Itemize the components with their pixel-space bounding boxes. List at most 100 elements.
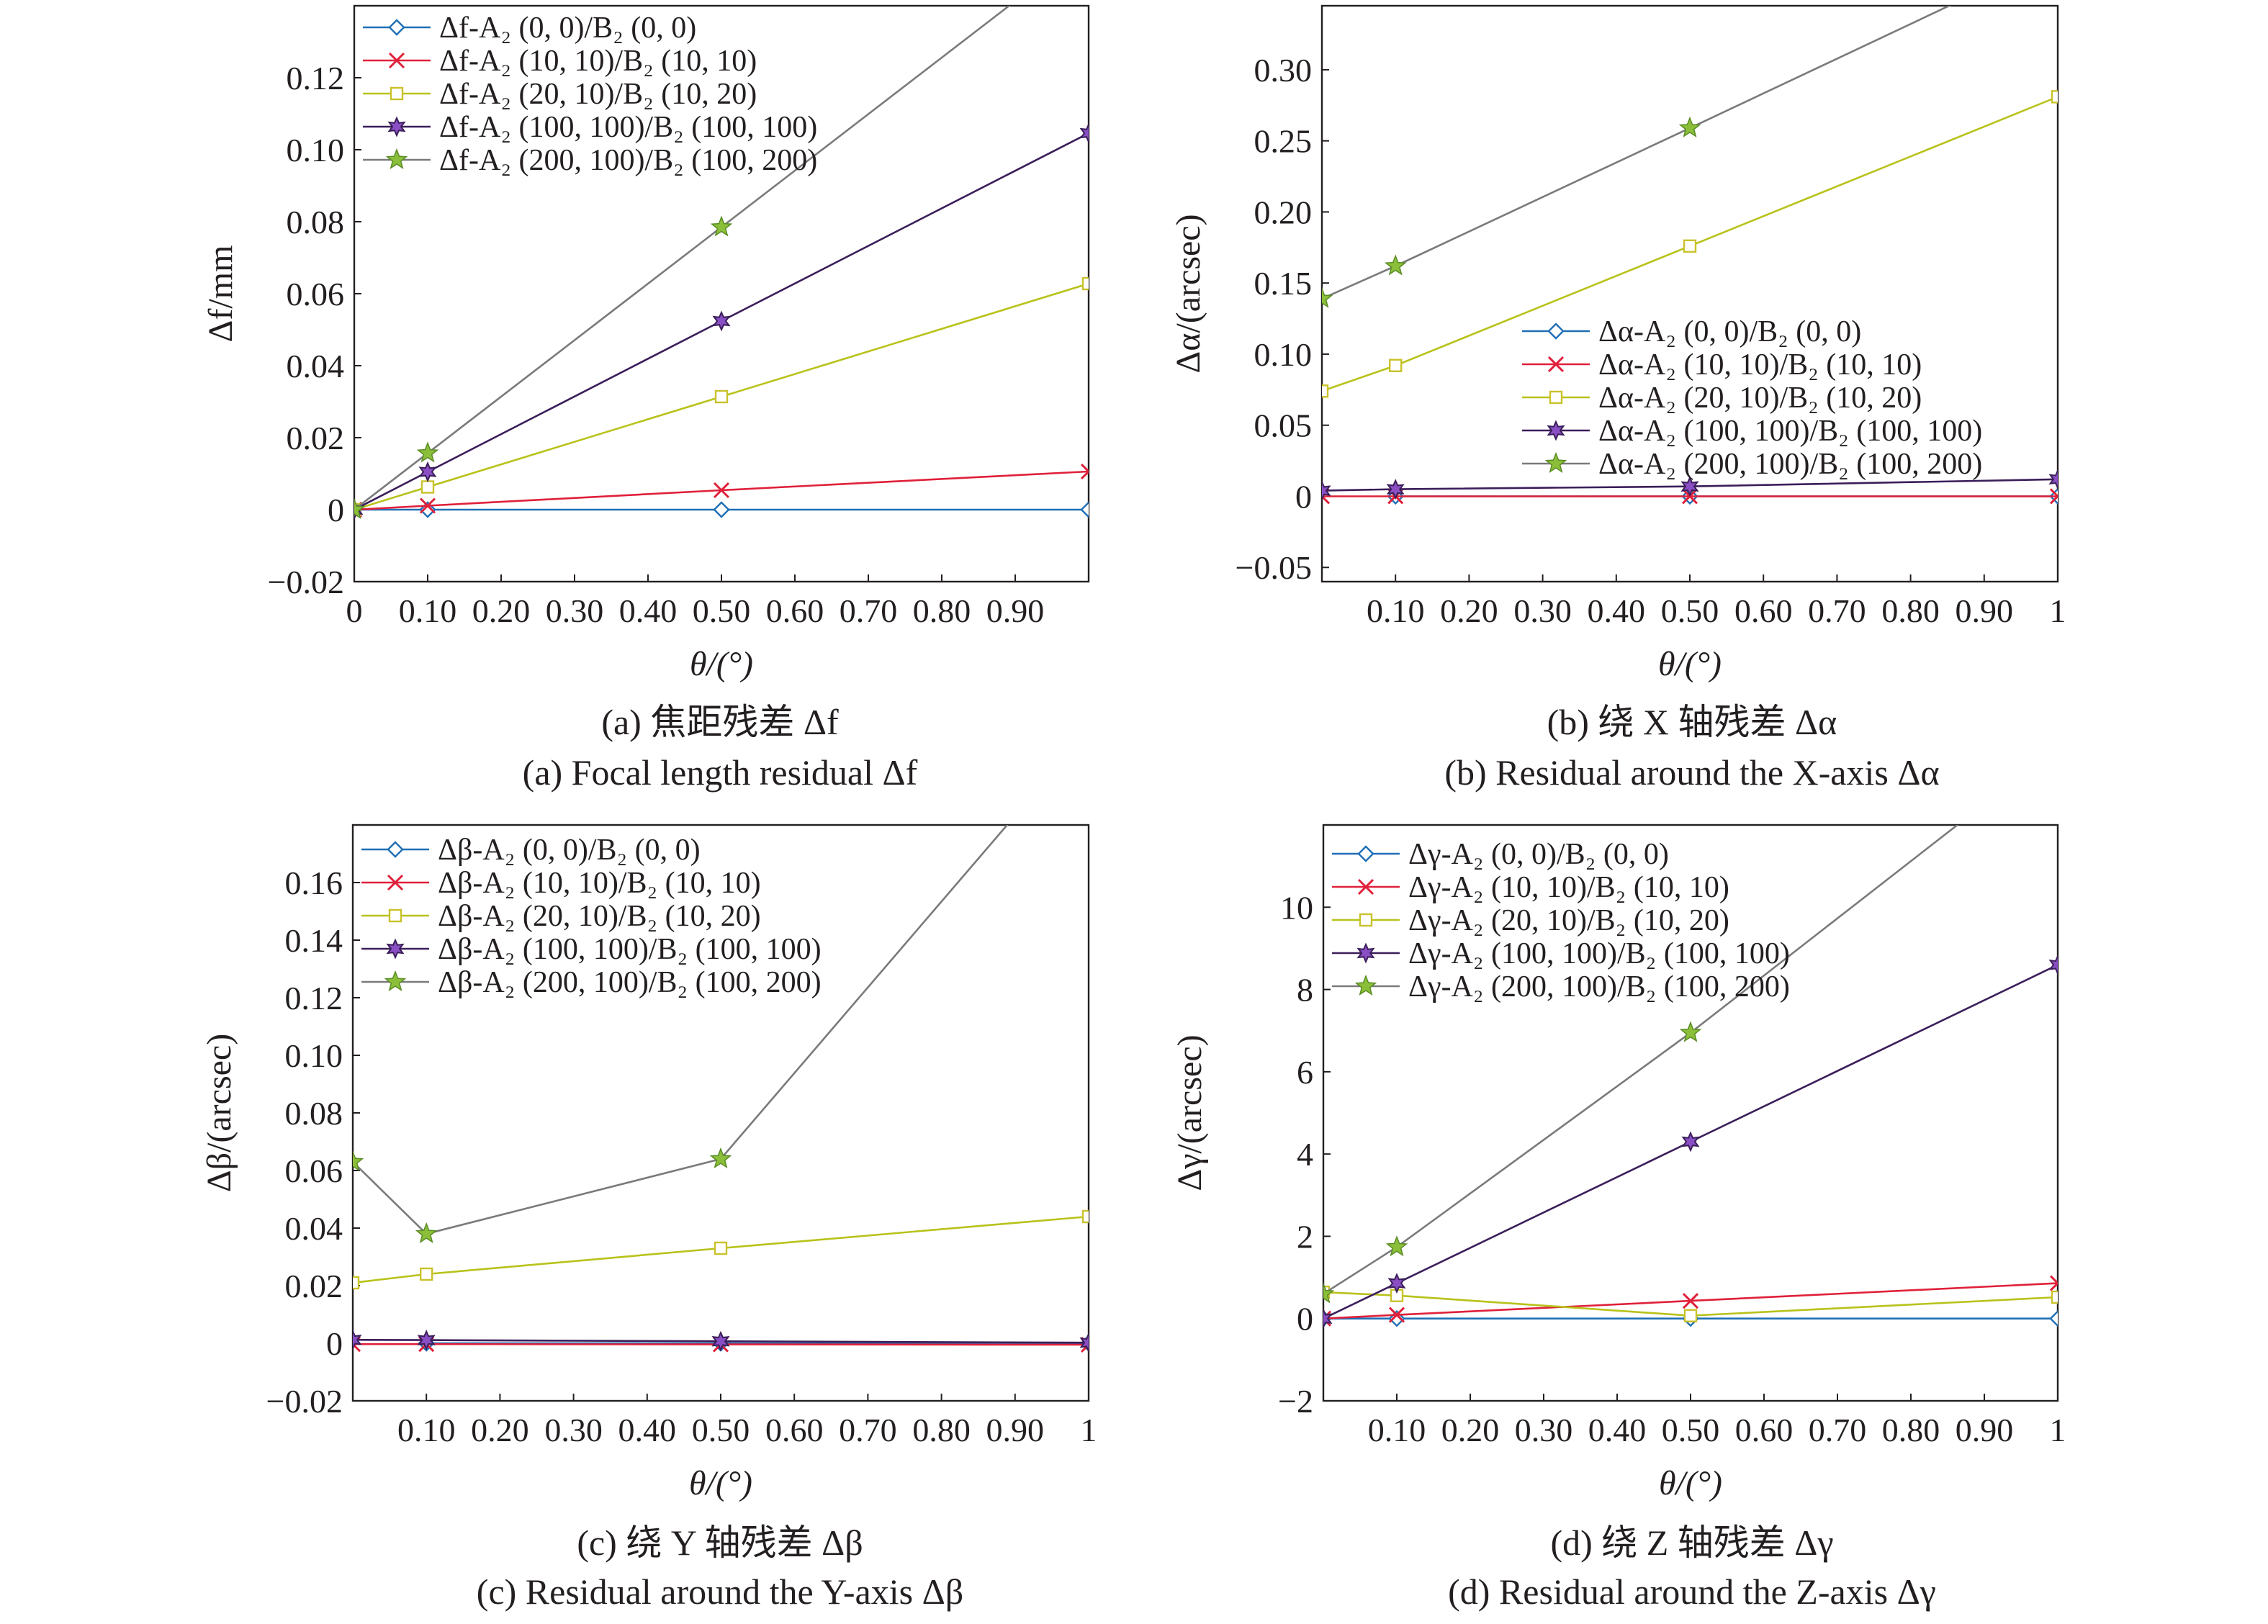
- x-tick-label: 0.80: [912, 1412, 971, 1448]
- x-tick-label: 0.90: [986, 592, 1045, 629]
- legend: Δα-A₂ (0, 0)/B₂ (0, 0)Δα-A₂ (10, 10)/B₂ …: [1522, 315, 1982, 481]
- legend-label: Δα-A₂ (0, 0)/B₂ (0, 0): [1598, 315, 1861, 348]
- series-line: [353, 1338, 1089, 1344]
- x-tick-label: 0.70: [839, 1412, 897, 1448]
- legend-marker: [390, 86, 404, 101]
- x-tick-label: 0.40: [618, 1412, 677, 1448]
- series-line: [1322, 6, 1952, 300]
- y-tick-label: 0.02: [287, 420, 345, 456]
- x-tick-label: 0.30: [1515, 1412, 1573, 1448]
- series-line: [1323, 825, 1959, 1295]
- legend-label: Δγ-A₂ (20, 10)/B₂ (10, 20): [1408, 904, 1729, 937]
- legend-label: Δβ-A₂ (10, 10)/B₂ (10, 10): [438, 867, 761, 900]
- x-tick-label: 1: [1081, 1412, 1097, 1448]
- legend-label: Δβ-A₂ (0, 0)/B₂ (0, 0): [438, 834, 701, 867]
- data-point: [1081, 1209, 1089, 1224]
- x-tick-label: 0.80: [913, 592, 971, 629]
- legend-marker: [388, 908, 402, 923]
- series-line: [1322, 478, 2058, 492]
- y-tick-label: 0.08: [287, 204, 345, 240]
- x-axis-label: θ/(°): [689, 1464, 752, 1502]
- y-tick-label: 0.04: [285, 1210, 343, 1247]
- data-point: [2048, 954, 2058, 975]
- data-point: [418, 461, 437, 482]
- x-tick-label: 0.30: [544, 1412, 603, 1448]
- legend-marker: [1359, 913, 1373, 927]
- x-tick-label: 0.90: [986, 1412, 1045, 1448]
- y-axis-label: Δβ/(arcsec): [200, 1034, 238, 1192]
- legend-label: Δβ-A₂ (200, 100)/B₂ (100, 200): [438, 966, 822, 999]
- data-point: [417, 1330, 436, 1351]
- series-line: [1323, 1282, 2058, 1320]
- y-tick-label: 0.04: [287, 348, 345, 384]
- series-line: [1323, 1291, 2058, 1317]
- chart-panel-c: 0.10 0.20 0.30 0.40 0.50 0.60 0.70 0.80 0.90 1 −0.…: [200, 824, 1097, 1612]
- data-point: [1387, 1273, 1406, 1294]
- y-tick-label: 0.15: [1254, 265, 1313, 302]
- y-tick-label: −0.05: [1236, 549, 1312, 586]
- x-tick-label: 0.20: [472, 592, 531, 629]
- caption-english: (a) Focal length residual Δf: [523, 752, 918, 793]
- legend-label: Δγ-A₂ (10, 10)/B₂ (10, 10): [1408, 871, 1729, 904]
- y-tick-label: −0.02: [268, 564, 344, 600]
- series-line: [354, 470, 1089, 511]
- data-point: [1323, 1308, 1333, 1330]
- x-tick-label: 0.90: [1956, 1412, 2014, 1448]
- y-tick-label: 0.20: [1254, 194, 1313, 230]
- legend-marker: [1357, 845, 1374, 862]
- x-tick-label: 0.40: [1588, 1412, 1647, 1448]
- x-tick-label: 0.10: [1367, 592, 1425, 629]
- data-point: [2049, 1310, 2058, 1327]
- legend-label: Δf-A₂ (10, 10)/B₂ (10, 10): [439, 45, 757, 78]
- legend-label: Δγ-A₂ (200, 100)/B₂ (100, 200): [1408, 970, 1790, 1003]
- x-tick-label: 0.40: [619, 592, 678, 629]
- legend-label: Δβ-A₂ (20, 10)/B₂ (10, 20): [438, 900, 761, 933]
- y-tick-label: 0.08: [285, 1095, 343, 1132]
- series-group: [1322, 6, 2058, 505]
- y-tick-label: 0.10: [287, 132, 345, 168]
- legend: Δβ-A₂ (0, 0)/B₂ (0, 0)Δβ-A₂ (10, 10)/B₂ …: [361, 834, 822, 999]
- data-point: [1081, 276, 1089, 291]
- series-line: [353, 1343, 1089, 1346]
- y-tick-label: −2: [1278, 1383, 1313, 1420]
- legend: Δf-A₂ (0, 0)/B₂ (0, 0)Δf-A₂ (10, 10)/B₂ …: [363, 12, 817, 177]
- x-axis-label: θ/(°): [1659, 1464, 1722, 1502]
- data-point: [1388, 1307, 1405, 1323]
- y-tick-label: 0.12: [285, 980, 343, 1016]
- data-point: [420, 1267, 433, 1281]
- legend-label: Δf-A₂ (0, 0)/B₂ (0, 0): [439, 12, 696, 45]
- series-line: [1322, 96, 2058, 392]
- data-point: [353, 1329, 362, 1350]
- x-tick-label: 0.20: [1441, 1412, 1500, 1448]
- data-point: [711, 1330, 730, 1352]
- y-tick-label: 0.10: [285, 1037, 343, 1074]
- x-tick-label: 0.60: [765, 1412, 824, 1448]
- x-tick-label: 0.70: [1808, 592, 1866, 629]
- data-point: [1079, 1332, 1089, 1353]
- legend-marker: [387, 841, 404, 858]
- caption-english: (c) Residual around the Y-axis Δβ: [477, 1571, 963, 1612]
- x-tick-label: 0.30: [546, 592, 604, 629]
- x-tick-label: 0.80: [1882, 1412, 1940, 1448]
- data-point: [416, 441, 439, 463]
- legend-marker: [1549, 390, 1563, 405]
- data-point: [1681, 1131, 1700, 1152]
- data-point: [714, 389, 729, 404]
- caption-chinese: (d) 绕 Z 轴残差 Δγ: [1550, 1522, 1833, 1563]
- legend-marker: [1356, 942, 1375, 964]
- x-axis-label: θ/(°): [690, 645, 753, 683]
- data-point: [709, 1147, 732, 1168]
- data-point: [1683, 1309, 1698, 1322]
- y-tick-label: 6: [1297, 1054, 1313, 1091]
- y-tick-label: 0.02: [285, 1268, 343, 1304]
- caption-chinese: (b) 绕 X 轴残差 Δα: [1547, 702, 1837, 742]
- x-tick-label: 0.60: [1734, 592, 1793, 629]
- legend-label: Δα-A₂ (200, 100)/B₂ (100, 200): [1598, 448, 1982, 481]
- data-point: [710, 215, 733, 237]
- legend-marker: [1547, 322, 1565, 340]
- legend: Δγ-A₂ (0, 0)/B₂ (0, 0)Δγ-A₂ (10, 10)/B₂ …: [1332, 838, 1790, 1003]
- data-point: [415, 1222, 438, 1243]
- legend-marker: [1544, 451, 1567, 473]
- x-tick-label: 1: [2050, 592, 2066, 629]
- y-tick-label: 0.16: [285, 865, 343, 901]
